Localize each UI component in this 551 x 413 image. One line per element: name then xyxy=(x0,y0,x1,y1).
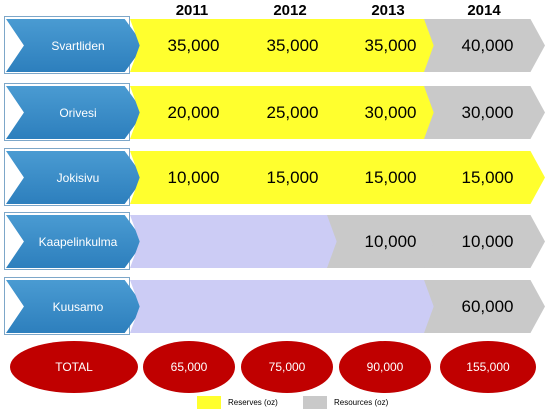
legend-swatch-resources xyxy=(303,396,327,409)
chevron-arrow-icon xyxy=(6,19,144,72)
value-cell xyxy=(130,215,251,268)
mine-row-svartliden: Svartliden 35,000 35,000 35,000 40,000 xyxy=(0,16,551,76)
value-cell xyxy=(229,215,350,268)
value-cell: 15,000 xyxy=(229,151,350,204)
value-cell: 40,000 xyxy=(424,19,545,72)
mine-row-kuusamo: Kuusamo 60,000 xyxy=(0,277,551,337)
mine-name: Kaapelinkulma xyxy=(38,234,118,249)
chevron-arrow-icon xyxy=(6,215,144,268)
year-header-2014: 2014 xyxy=(467,2,501,19)
mine-row-kaapelinkulma: Kaapelinkulma 10,000 10,000 xyxy=(0,212,551,272)
value-cell: 35,000 xyxy=(229,19,350,72)
value-cell: 30,000 xyxy=(424,86,545,139)
value-cell xyxy=(130,280,251,333)
value-cell: 15,000 xyxy=(424,151,545,204)
year-header-2012: 2012 xyxy=(273,2,307,19)
value-cell: 25,000 xyxy=(229,86,350,139)
legend-label-reserves: Reserves (oz) xyxy=(228,398,278,407)
value-cell: 10,000 xyxy=(130,151,251,204)
total-oval-2013: 90,000 xyxy=(339,341,431,393)
legend-swatch-reserves xyxy=(197,396,221,409)
mine-name: Svartliden xyxy=(51,38,105,53)
total-oval-2011: 65,000 xyxy=(143,341,235,393)
mine-name: Kuusamo xyxy=(52,299,104,314)
legend-label-resources: Resources (oz) xyxy=(334,398,389,407)
value-cell: 35,000 xyxy=(130,19,251,72)
value-cell: 10,000 xyxy=(424,215,545,268)
mine-name: Orivesi xyxy=(59,105,97,120)
total-label-oval: TOTAL xyxy=(10,341,138,393)
year-header-2011: 2011 xyxy=(175,2,209,19)
chevron-arrow-icon xyxy=(6,280,144,333)
year-header-2013: 2013 xyxy=(371,2,405,19)
total-oval-2012: 75,000 xyxy=(241,341,333,393)
mine-name: Jokisivu xyxy=(56,170,100,185)
chevron-arrow-icon xyxy=(6,86,144,139)
value-cell xyxy=(229,280,350,333)
mine-row-jokisivu: Jokisivu 10,000 15,000 15,000 15,000 xyxy=(0,148,551,208)
mine-row-orivesi: Orivesi 20,000 25,000 30,000 30,000 xyxy=(0,83,551,143)
value-cell: 60,000 xyxy=(424,280,545,333)
chevron-arrow-icon xyxy=(6,151,144,204)
total-oval-2014: 155,000 xyxy=(440,341,536,393)
value-cell: 20,000 xyxy=(130,86,251,139)
